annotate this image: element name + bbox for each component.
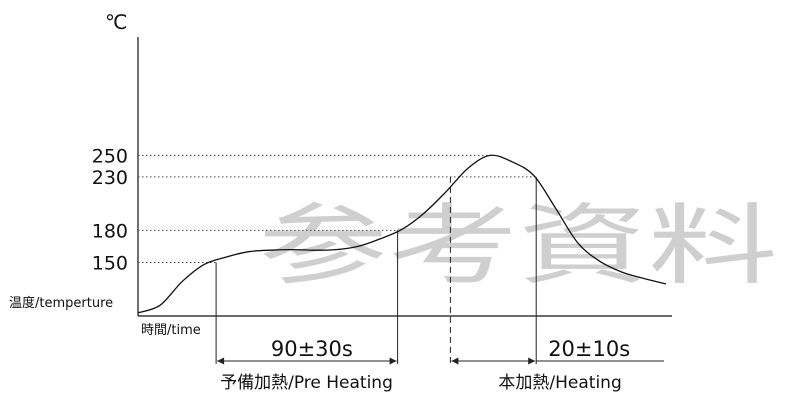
y-tick-label: 180 (92, 220, 128, 242)
x-axis-label: 時間/time (141, 323, 201, 338)
temperature-curve (137, 154, 667, 314)
y-tick-label: 230 (92, 167, 128, 189)
y-tick-label: 150 (92, 252, 128, 274)
vertical-markers (215, 176, 537, 364)
main-phase-label: 本加熱/Heating (498, 373, 621, 393)
watermark-text: 参考資料 (258, 194, 778, 297)
guide-lines (138, 154, 537, 263)
unit-label: ℃ (105, 10, 127, 34)
y-tick-label: 250 (92, 145, 128, 167)
preheat-phase-label: 予備加熱/Pre Heating (220, 373, 393, 393)
y-axis-label: 温度/temperture (9, 295, 113, 311)
time-windows: 90±30s 予備加熱/Pre Heating 20±10s 本加熱/Heating (217, 337, 664, 393)
preheat-time-label: 90±30s (271, 337, 353, 361)
main-time-label: 20±10s (548, 337, 630, 361)
